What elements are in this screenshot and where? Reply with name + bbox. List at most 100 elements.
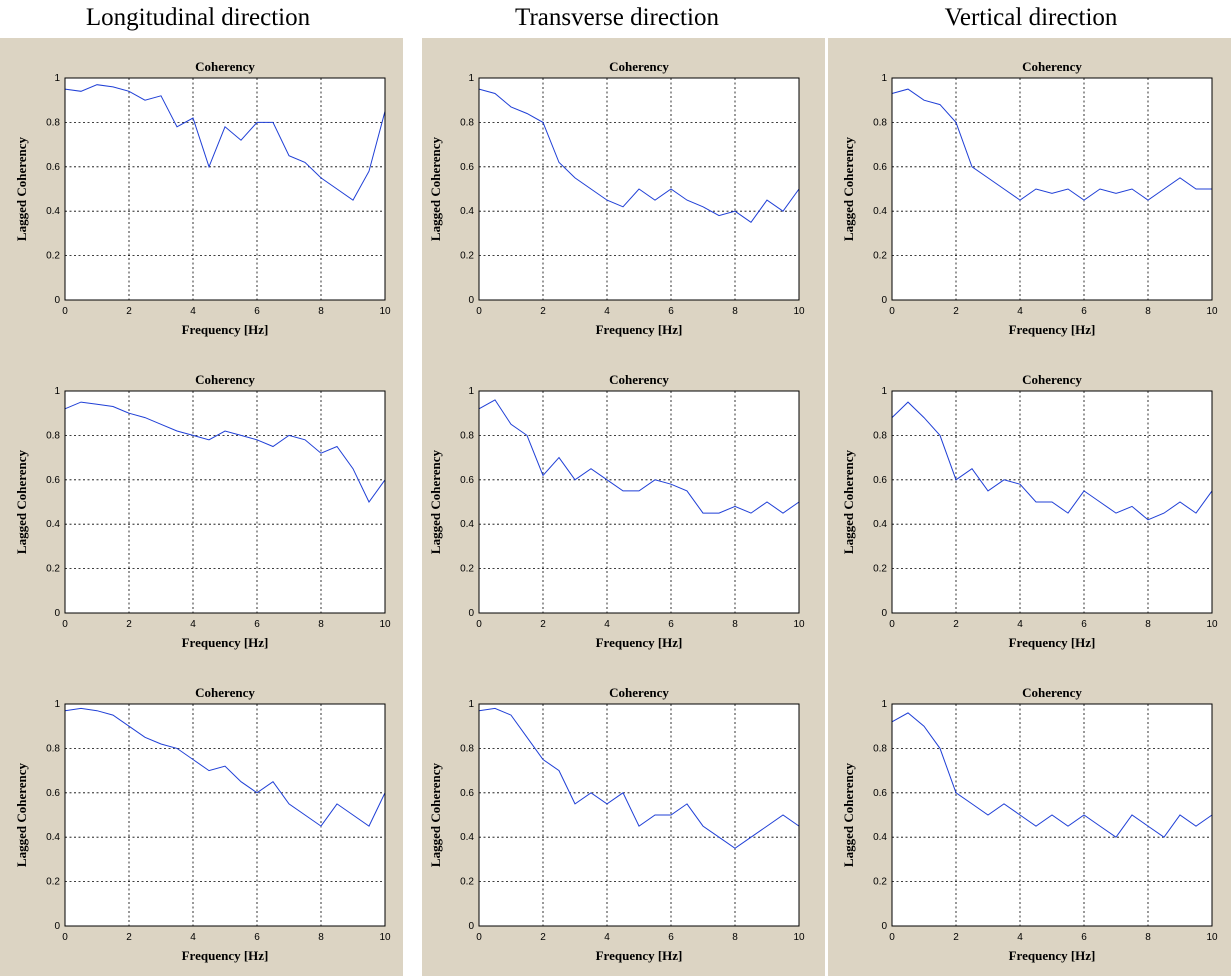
chart-1-x-tick-label: 4 <box>190 306 196 317</box>
chart-2-x-tick-label: 8 <box>732 306 738 317</box>
chart-6-series-line <box>891 401 1213 521</box>
chart-8-x-tick-label: 10 <box>793 932 805 943</box>
chart-4-x-tick-label: 6 <box>254 619 260 630</box>
chart-6-x-axis-label: Frequency [Hz] <box>1009 635 1096 650</box>
chart-9-y-tick-label: 0.8 <box>873 743 887 754</box>
chart-2-x-tick-label: 2 <box>540 306 546 317</box>
chart-6-y-tick-label: 0.4 <box>873 519 887 530</box>
chart-8-y-axis-label: Lagged Coherency <box>428 762 443 867</box>
chart-3-x-tick-label: 0 <box>889 306 895 317</box>
chart-6-x-tick-label: 4 <box>1017 619 1023 630</box>
chart-8-y-tick-label: 0 <box>468 921 474 932</box>
chart-5-y-tick-label: 0.8 <box>460 430 474 441</box>
chart-6-frame <box>891 390 1213 614</box>
chart-9-x-tick-label: 2 <box>953 932 959 943</box>
chart-4-y-tick-label: 0.6 <box>46 475 60 486</box>
chart-5-y-tick-label: 0 <box>468 608 474 619</box>
chart-1-y-tick-label: 0 <box>54 295 60 306</box>
chart-1-title: Coherency <box>195 59 255 74</box>
chart-7-x-tick-label: 8 <box>318 932 324 943</box>
chart-9-x-tick-label: 6 <box>1081 932 1087 943</box>
chart-2-title: Coherency <box>609 59 669 74</box>
chart-2-x-tick-label: 10 <box>793 306 805 317</box>
chart-9-series-line <box>891 712 1213 838</box>
chart-5-title: Coherency <box>609 372 669 387</box>
chart-4-y-tick-label: 0.8 <box>46 430 60 441</box>
chart-3-series-line <box>891 88 1212 201</box>
chart-1-x-tick-label: 2 <box>126 306 132 317</box>
chart-4-x-tick-label: 2 <box>126 619 132 630</box>
chart-1-y-tick-label: 1 <box>54 73 60 84</box>
chart-7-x-tick-label: 10 <box>379 932 391 943</box>
chart-1-y-tick-label: 0.2 <box>46 251 60 262</box>
chart-6-y-tick-label: 0.2 <box>873 564 887 575</box>
chart-2-y-axis-label: Lagged Coherency <box>428 136 443 241</box>
chart-2-x-tick-label: 0 <box>476 306 482 317</box>
chart-4-y-tick-label: 0.4 <box>46 519 60 530</box>
chart-8-series-line <box>478 707 800 849</box>
chart-8-x-tick-label: 4 <box>604 932 610 943</box>
chart-9-y-tick-label: 0.2 <box>873 877 887 888</box>
chart-1-y-tick-label: 0.6 <box>46 162 60 173</box>
chart-4-plot-area <box>64 390 386 614</box>
chart-4-frame <box>64 390 386 614</box>
chart-6-y-tick-label: 0.6 <box>873 475 887 486</box>
chart-2-x-axis-label: Frequency [Hz] <box>596 322 683 337</box>
chart-5-y-axis-label: Lagged Coherency <box>428 449 443 554</box>
chart-8-frame <box>478 703 800 927</box>
chart-8-x-tick-label: 6 <box>668 932 674 943</box>
chart-7-y-axis-label: Lagged Coherency <box>14 762 29 867</box>
chart-3-y-tick-label: 0 <box>881 295 887 306</box>
chart-5-y-tick-label: 0.4 <box>460 519 474 530</box>
chart-4-y-tick-label: 0 <box>54 608 60 619</box>
chart-9-y-tick-label: 1 <box>881 699 887 710</box>
chart-4-y-tick-label: 1 <box>54 386 60 397</box>
chart-1-y-tick-label: 0.4 <box>46 206 60 217</box>
chart-5-frame <box>478 390 800 614</box>
chart-9-x-tick-label: 8 <box>1145 932 1151 943</box>
chart-8-x-axis-label: Frequency [Hz] <box>596 948 683 963</box>
chart-3-y-tick-label: 1 <box>881 73 887 84</box>
chart-6-title: Coherency <box>1022 372 1082 387</box>
chart-1-x-tick-label: 0 <box>62 306 68 317</box>
chart-3-x-tick-label: 8 <box>1145 306 1151 317</box>
chart-5-x-tick-label: 4 <box>604 619 610 630</box>
chart-1-series-line <box>64 84 386 201</box>
chart-1-x-tick-label: 6 <box>254 306 260 317</box>
chart-5-y-tick-label: 0.6 <box>460 475 474 486</box>
chart-7-y-tick-label: 1 <box>54 699 60 710</box>
chart-5-x-tick-label: 10 <box>793 619 805 630</box>
chart-7-y-tick-label: 0.8 <box>46 743 60 754</box>
chart-2-y-tick-label: 0.2 <box>460 251 474 262</box>
chart-9-y-axis-label: Lagged Coherency <box>841 762 856 867</box>
chart-6-x-tick-label: 2 <box>953 619 959 630</box>
chart-9-x-axis-label: Frequency [Hz] <box>1009 948 1096 963</box>
chart-4-y-tick-label: 0.2 <box>46 564 60 575</box>
chart-7-x-tick-label: 2 <box>126 932 132 943</box>
chart-3-plot-area <box>891 77 1213 301</box>
chart-1-y-axis-label: Lagged Coherency <box>14 136 29 241</box>
chart-6-y-tick-label: 0.8 <box>873 430 887 441</box>
chart-1-frame <box>64 77 386 301</box>
chart-8-y-tick-label: 1 <box>468 699 474 710</box>
chart-8-x-tick-label: 2 <box>540 932 546 943</box>
chart-5-y-tick-label: 0.2 <box>460 564 474 575</box>
chart-1-plot-area <box>64 77 386 301</box>
chart-5-x-tick-label: 2 <box>540 619 546 630</box>
chart-3-y-tick-label: 0.8 <box>873 117 887 128</box>
chart-7-x-axis-label: Frequency [Hz] <box>182 948 269 963</box>
chart-9-y-tick-label: 0.6 <box>873 788 887 799</box>
chart-6-y-tick-label: 1 <box>881 386 887 397</box>
chart-6-y-axis-label: Lagged Coherency <box>841 449 856 554</box>
chart-8-y-tick-label: 0.2 <box>460 877 474 888</box>
chart-2-y-tick-label: 0 <box>468 295 474 306</box>
chart-6-x-tick-label: 0 <box>889 619 895 630</box>
chart-5-plot-area <box>478 390 800 614</box>
chart-9-x-tick-label: 4 <box>1017 932 1023 943</box>
chart-1-x-axis-label: Frequency [Hz] <box>182 322 269 337</box>
chart-7-plot-area <box>64 703 386 927</box>
chart-4-x-tick-label: 10 <box>379 619 391 630</box>
chart-7-frame <box>64 703 386 927</box>
chart-2-y-tick-label: 0.6 <box>460 162 474 173</box>
